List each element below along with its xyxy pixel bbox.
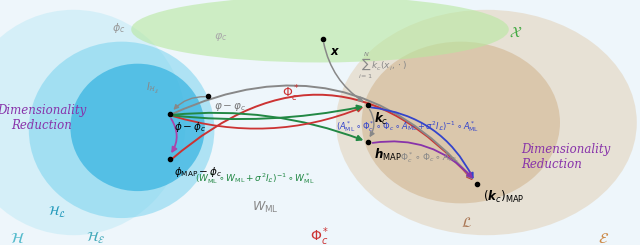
- Text: $\Phi_c^*$: $\Phi_c^*$: [310, 225, 330, 245]
- Ellipse shape: [70, 64, 205, 191]
- Text: $\varphi_c$: $\varphi_c$: [214, 31, 228, 43]
- Text: $\mathcal{H}_{\mathcal{L}}$: $\mathcal{H}_{\mathcal{L}}$: [48, 205, 66, 220]
- FancyArrowPatch shape: [324, 43, 362, 101]
- Text: $\phi_{\mathrm{MAP}} - \phi_c$: $\phi_{\mathrm{MAP}} - \phi_c$: [174, 165, 222, 179]
- FancyArrowPatch shape: [172, 107, 362, 129]
- Text: $\boldsymbol{x}$: $\boldsymbol{x}$: [330, 45, 340, 58]
- Text: $\boldsymbol{k}_c$: $\boldsymbol{k}_c$: [374, 111, 388, 127]
- Text: $\phi_c$: $\phi_c$: [112, 21, 125, 35]
- Ellipse shape: [29, 42, 214, 218]
- Text: $\Phi_c^* \circ \Phi_c \circ A_{\mathrm{ML}}$: $\Phi_c^* \circ \Phi_c \circ A_{\mathrm{…: [400, 151, 460, 165]
- Text: $\boldsymbol{h}_{\mathrm{MAP}}$: $\boldsymbol{h}_{\mathrm{MAP}}$: [374, 147, 402, 163]
- Text: $(W_{\mathrm{ML}}^* \circ W_{\mathrm{ML}} + \sigma^2 I_{\mathcal{L}})^{-1} \circ: $(W_{\mathrm{ML}}^* \circ W_{\mathrm{ML}…: [195, 171, 315, 186]
- Text: $\mathcal{X}$: $\mathcal{X}$: [509, 26, 522, 40]
- Text: $I_{\mathcal{H}_{\mathcal{E}}}$: $I_{\mathcal{H}_{\mathcal{E}}}$: [146, 81, 159, 96]
- Text: Dimensionality
Reduction: Dimensionality Reduction: [0, 104, 86, 132]
- Text: $W_{\mathrm{ML}}$: $W_{\mathrm{ML}}$: [252, 199, 279, 215]
- Text: $(\boldsymbol{k}_c)_{\mathrm{MAP}}$: $(\boldsymbol{k}_c)_{\mathrm{MAP}}$: [483, 189, 525, 205]
- FancyArrowPatch shape: [172, 106, 361, 119]
- FancyArrowPatch shape: [175, 97, 205, 109]
- Text: $\sum_{i=1}^N k_c(x_i, \cdot)$: $\sum_{i=1}^N k_c(x_i, \cdot)$: [358, 51, 408, 81]
- FancyArrowPatch shape: [371, 107, 473, 177]
- FancyArrowPatch shape: [172, 86, 472, 178]
- Ellipse shape: [362, 42, 560, 203]
- Text: $\Phi_c^*$: $\Phi_c^*$: [282, 84, 300, 104]
- FancyArrowPatch shape: [171, 119, 177, 152]
- Ellipse shape: [131, 0, 509, 62]
- Text: $\phi - \phi_c$: $\phi - \phi_c$: [174, 120, 206, 134]
- FancyArrowPatch shape: [172, 113, 362, 140]
- Ellipse shape: [336, 10, 637, 235]
- Ellipse shape: [0, 10, 186, 235]
- FancyArrowPatch shape: [172, 95, 472, 179]
- Text: Dimensionality
Reduction: Dimensionality Reduction: [522, 143, 611, 171]
- Text: $\varphi - \varphi_c$: $\varphi - \varphi_c$: [214, 101, 246, 113]
- FancyArrowPatch shape: [369, 109, 374, 136]
- Text: $\mathcal{H}$: $\mathcal{H}$: [10, 232, 24, 245]
- Text: $(A_{\mathrm{ML}}^* \circ \Phi_c^* \circ \Phi_c \circ A_{\mathrm{ML}} + \sigma^2: $(A_{\mathrm{ML}}^* \circ \Phi_c^* \circ…: [336, 119, 479, 134]
- Text: $\mathcal{E}$: $\mathcal{E}$: [598, 232, 609, 245]
- FancyArrowPatch shape: [372, 141, 472, 177]
- Text: $\mathcal{L}$: $\mathcal{L}$: [461, 216, 472, 230]
- Text: $\mathcal{H}_{\mathcal{E}}$: $\mathcal{H}_{\mathcal{E}}$: [86, 230, 106, 245]
